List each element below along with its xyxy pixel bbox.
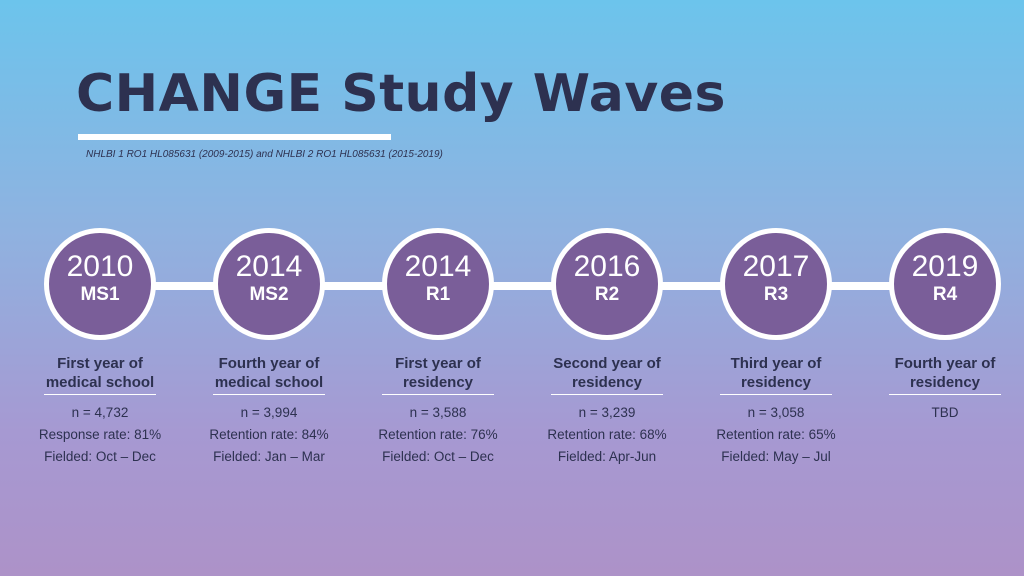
wave-rate: Retention rate: 65% — [716, 427, 836, 442]
wave-fielded: Fielded: Jan – Mar — [213, 449, 325, 464]
wave-divider — [889, 394, 1001, 395]
wave-sample-size: n = 4,732 — [71, 405, 129, 420]
wave-code: R4 — [932, 284, 958, 305]
wave-description-line-1: Fourth year of — [894, 355, 996, 372]
timeline-connector — [100, 282, 946, 290]
title-underline — [78, 134, 391, 140]
wave-description: First year of residency — [338, 354, 538, 392]
wave-sample-size: n = 3,058 — [747, 405, 805, 420]
wave-sample-size: TBD — [931, 405, 959, 420]
wave-description: First year of medical school — [0, 354, 200, 392]
page-title: CHANGE Study Waves — [76, 64, 727, 124]
wave-circle: 2014 MS2 — [213, 228, 325, 340]
wave-year: 2016 — [573, 250, 641, 283]
wave-description: Fourth year of residency — [845, 354, 1024, 392]
wave-stats: n = 3,239 Retention rate: 68% Fielded: A… — [507, 402, 707, 468]
wave-description: Fourth year of medical school — [169, 354, 369, 392]
wave-fielded: Fielded: Apr-Jun — [557, 449, 657, 464]
wave-divider — [44, 394, 156, 395]
wave-description-line-2: medical school — [214, 374, 324, 391]
wave-code: R3 — [763, 284, 789, 305]
wave-description-line-2: residency — [740, 374, 812, 391]
grant-note: NHLBI 1 RO1 HL085631 (2009-2015) and NHL… — [86, 149, 443, 160]
wave-stats: TBD — [845, 402, 1024, 424]
wave-stats: n = 3,994 Retention rate: 84% Fielded: J… — [169, 402, 369, 468]
wave-description: Third year of residency — [676, 354, 876, 392]
wave-circle: 2016 R2 — [551, 228, 663, 340]
wave-description-line-1: Third year of — [730, 355, 822, 372]
wave-divider — [382, 394, 494, 395]
wave-description: Second year of residency — [507, 354, 707, 392]
wave-description-line-1: First year of — [57, 355, 143, 372]
wave-rate: Retention rate: 84% — [209, 427, 329, 442]
wave-stats: n = 3,058 Retention rate: 65% Fielded: M… — [676, 402, 876, 468]
wave-fielded: Fielded: May – Jul — [721, 449, 831, 464]
wave-circle: 2014 R1 — [382, 228, 494, 340]
wave-year: 2010 — [66, 250, 134, 283]
wave-year: 2017 — [742, 250, 810, 283]
wave-code: R2 — [594, 284, 620, 305]
wave-code: MS1 — [80, 284, 120, 305]
wave-fielded: Fielded: Oct – Dec — [44, 449, 156, 464]
wave-rate: Retention rate: 76% — [378, 427, 498, 442]
wave-description-line-2: residency — [571, 374, 643, 391]
wave-description-line-2: residency — [909, 374, 981, 391]
wave-year: 2014 — [404, 250, 472, 283]
wave-divider — [213, 394, 325, 395]
wave-divider — [551, 394, 663, 395]
wave-description-line-1: Fourth year of — [218, 355, 320, 372]
wave-circle: 2017 R3 — [720, 228, 832, 340]
wave-code: R1 — [425, 284, 451, 305]
wave-year: 2014 — [235, 250, 303, 283]
wave-year: 2019 — [911, 250, 979, 283]
wave-circle: 2010 MS1 — [44, 228, 156, 340]
wave-description-line-1: Second year of — [553, 355, 661, 372]
wave-fielded: Fielded: Oct – Dec — [382, 449, 494, 464]
wave-stats: n = 4,732 Response rate: 81% Fielded: Oc… — [0, 402, 200, 468]
wave-sample-size: n = 3,994 — [240, 405, 298, 420]
wave-description-line-1: First year of — [395, 355, 481, 372]
wave-stats: n = 3,588 Retention rate: 76% Fielded: O… — [338, 402, 538, 468]
wave-circle: 2019 R4 — [889, 228, 1001, 340]
wave-code: MS2 — [249, 284, 289, 305]
wave-sample-size: n = 3,239 — [578, 405, 636, 420]
wave-rate: Response rate: 81% — [38, 427, 162, 442]
wave-description-line-2: residency — [402, 374, 474, 391]
wave-rate: Retention rate: 68% — [547, 427, 667, 442]
wave-description-line-2: medical school — [45, 374, 155, 391]
wave-sample-size: n = 3,588 — [409, 405, 467, 420]
wave-divider — [720, 394, 832, 395]
